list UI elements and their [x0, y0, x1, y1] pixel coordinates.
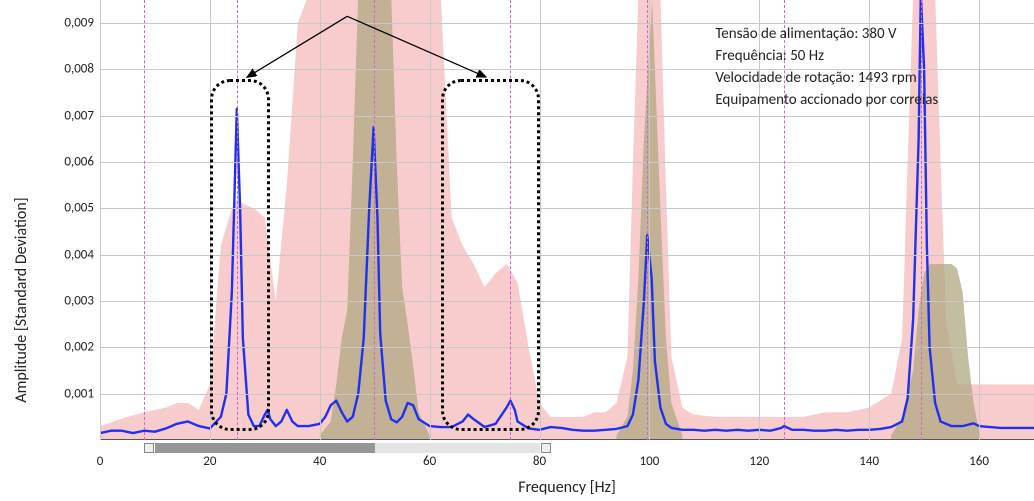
x-tick-label: 20 [203, 454, 216, 469]
x-axis-label-text: Frequency [Hz] [518, 478, 616, 497]
x-scrollbar[interactable] [155, 443, 540, 453]
x-tick-label: 80 [533, 454, 546, 469]
x-tick-labels: 0 20 40 60 80 100 120 140 160 [0, 454, 1034, 474]
x-tick-label: 60 [423, 454, 436, 469]
x-tick-label: 0 [97, 454, 104, 469]
y-tick-label: 0,001 [6, 386, 94, 401]
spectrum-chart: Amplitude [Standard Deviation] 0,0010,00… [0, 0, 1034, 501]
x-scrollbar-thumb[interactable] [155, 443, 375, 453]
y-tick-label: 0,005 [6, 201, 94, 216]
y-tick-label: 0,006 [6, 155, 94, 170]
y-tick-label: 0,003 [6, 294, 94, 309]
x-tick-label: 140 [859, 454, 879, 469]
y-tick-label: 0,007 [6, 108, 94, 123]
x-tick-label: 100 [640, 454, 660, 469]
y-tick-label: 0,009 [6, 16, 94, 31]
y-tick-label: 0,004 [6, 247, 94, 262]
y-tick-label: 0,002 [6, 340, 94, 355]
callout-arrows [100, 0, 1034, 440]
y-tick-labels: 0,001 0,002 0,003 0,004 0,005 0,006 0,007 0,008… [0, 0, 94, 501]
x-axis-label: Frequency [Hz] [100, 478, 1034, 497]
y-tick-label: 0,008 [6, 62, 94, 77]
x-tick-label: 120 [749, 454, 769, 469]
x-scrollbar-handle-left[interactable] [144, 443, 154, 453]
x-scrollbar-handle-right[interactable] [541, 443, 551, 453]
x-tick-label: 40 [313, 454, 326, 469]
x-tick-label: 160 [969, 454, 989, 469]
